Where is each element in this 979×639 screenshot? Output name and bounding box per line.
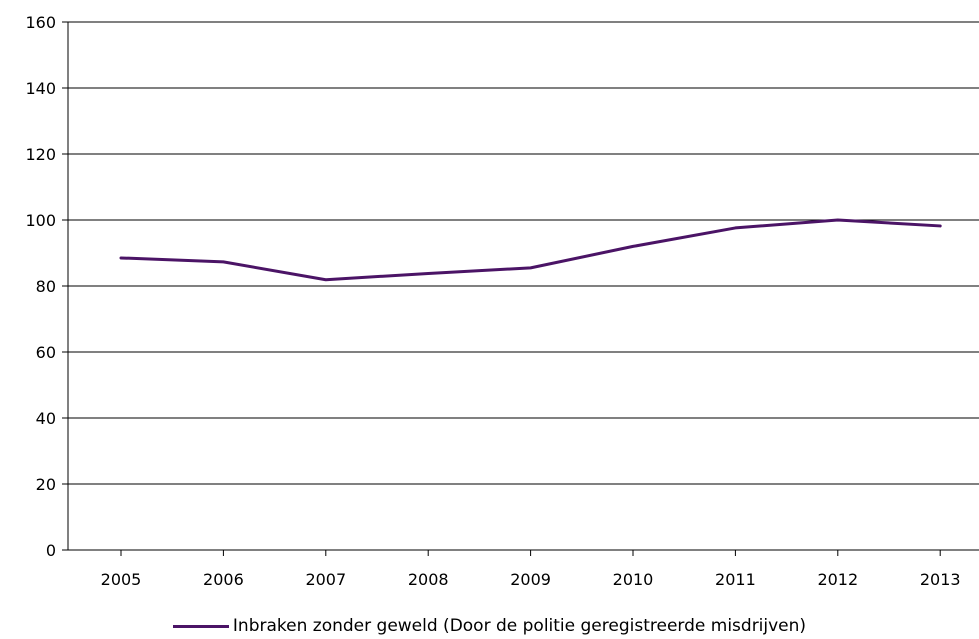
x-tick-label: 2013 bbox=[920, 570, 961, 589]
y-tick-label: 40 bbox=[36, 409, 56, 428]
x-tick-label: 2012 bbox=[817, 570, 858, 589]
x-tick-labels: 2005 2006 2007 2008 2009 2010 2011 2012 2013 bbox=[101, 570, 961, 589]
y-tick-label: 60 bbox=[36, 343, 56, 362]
x-tick-label: 2011 bbox=[715, 570, 756, 589]
y-tick-labels: 0 20 40 60 80 100 120 140 160 bbox=[25, 13, 56, 560]
axes bbox=[67, 22, 979, 551]
y-tick-label: 120 bbox=[25, 145, 56, 164]
series-group bbox=[119, 218, 942, 282]
y-tick-label: 0 bbox=[46, 541, 56, 560]
x-tick-label: 2007 bbox=[305, 570, 346, 589]
x-tick-label: 2010 bbox=[613, 570, 654, 589]
series-line bbox=[119, 218, 942, 282]
legend-swatch bbox=[172, 624, 229, 628]
x-tick-label: 2006 bbox=[203, 570, 244, 589]
x-tick-label: 2009 bbox=[510, 570, 551, 589]
y-tick-label: 140 bbox=[25, 79, 56, 98]
y-tick-label: 80 bbox=[36, 277, 56, 296]
y-tick-label: 160 bbox=[25, 13, 56, 32]
y-tick-label: 20 bbox=[36, 475, 56, 494]
legend: Inbraken zonder geweld (Door de politie … bbox=[0, 615, 979, 637]
gridlines bbox=[62, 21, 979, 556]
x-tick-label: 2005 bbox=[101, 570, 142, 589]
legend-label: Inbraken zonder geweld (Door de politie … bbox=[232, 616, 807, 636]
y-tick-label: 100 bbox=[25, 211, 56, 230]
x-tick-label: 2008 bbox=[408, 570, 449, 589]
